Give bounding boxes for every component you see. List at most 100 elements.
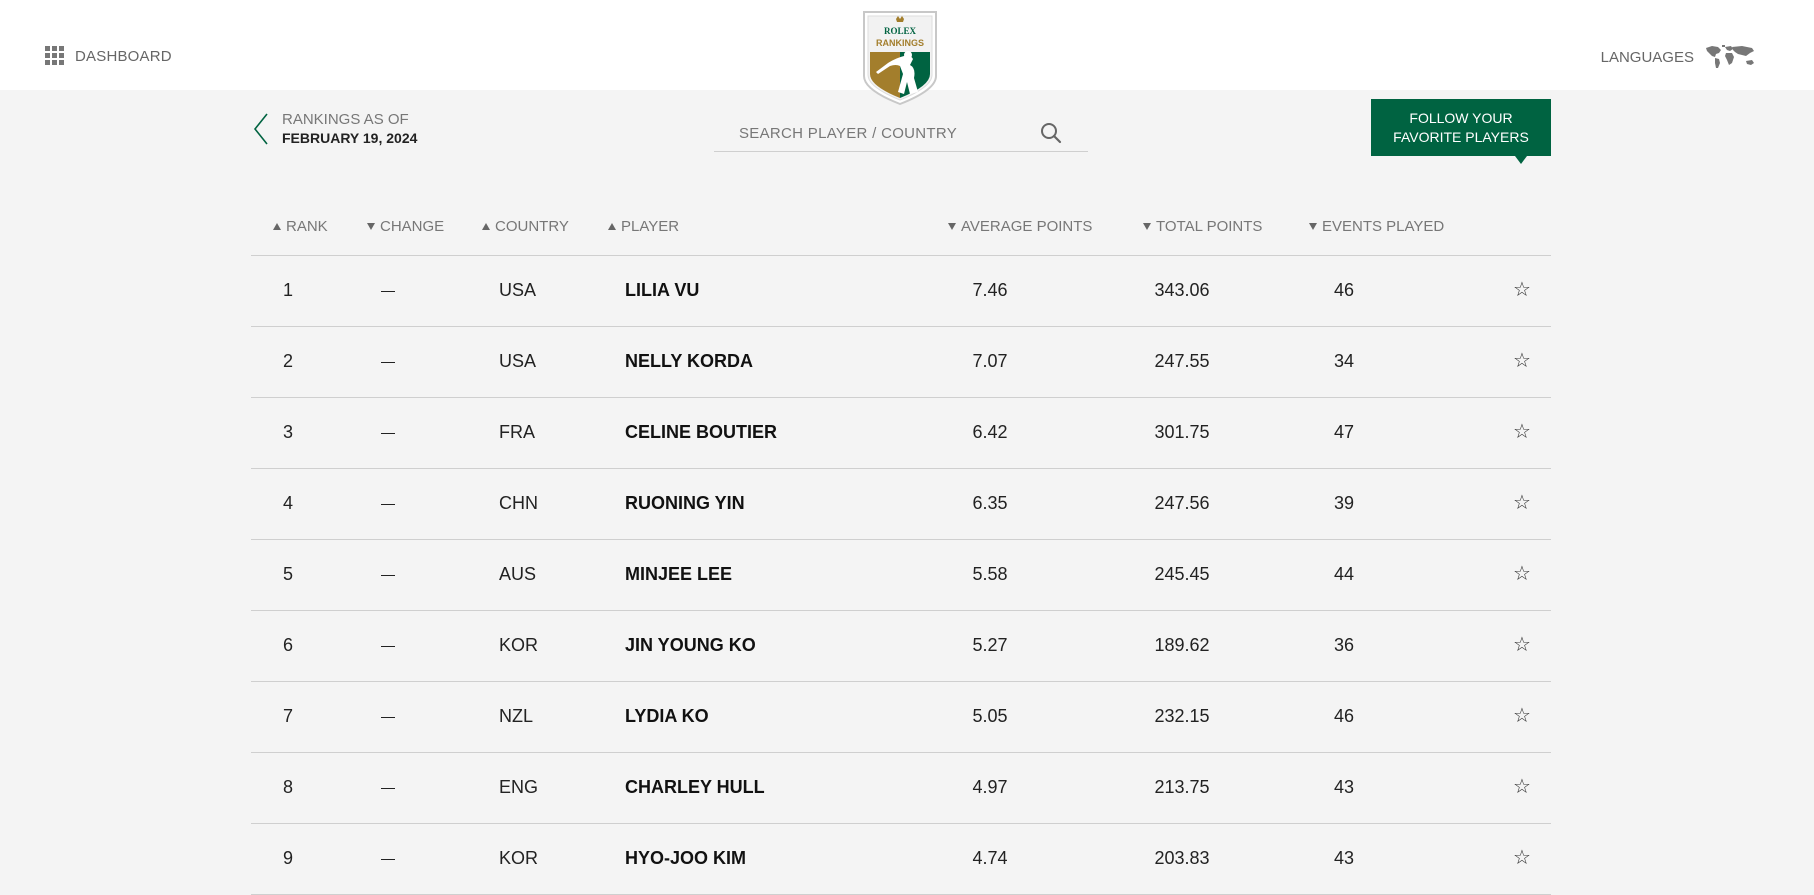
follow-button-pointer: [1515, 156, 1527, 164]
rankings-date: FEBRUARY 19, 2024: [282, 130, 418, 146]
total-points-cell: 247.55: [1154, 351, 1210, 371]
rank-cell: 3: [282, 422, 293, 442]
table-row[interactable]: 1 USA LILIA VU 7.46 343.06 46 ☆: [251, 256, 1551, 327]
change-cell: [381, 717, 395, 718]
total-points-cell: 245.45: [1154, 564, 1210, 584]
search-icon[interactable]: [1040, 122, 1062, 144]
column-header-rank[interactable]: RANK: [273, 218, 328, 235]
change-cell: [381, 362, 395, 363]
events-played-cell: 43: [1333, 777, 1355, 797]
table-row[interactable]: 4 CHN RUONING YIN 6.35 247.56 39 ☆: [251, 469, 1551, 540]
country-cell: ENG: [499, 777, 539, 797]
player-name[interactable]: RUONING YIN: [625, 493, 745, 513]
change-cell: [381, 788, 395, 789]
average-points-cell: 4.74: [972, 848, 1008, 868]
sort-descending-icon: [1143, 223, 1151, 230]
follow-button-line1: FOLLOW YOUR: [1409, 109, 1513, 126]
average-points-cell: 4.97: [972, 777, 1008, 797]
table-row[interactable]: 8 ENG CHARLEY HULL 4.97 213.75 43 ☆: [251, 753, 1551, 824]
table-header: RANK CHANGE COUNTRY PLAYER AVERAGE POINT…: [251, 200, 1551, 256]
column-header-total-points[interactable]: TOTAL POINTS: [1143, 218, 1262, 235]
player-name[interactable]: JIN YOUNG KO: [625, 635, 756, 655]
table-row[interactable]: 7 NZL LYDIA KO 5.05 232.15 46 ☆: [251, 682, 1551, 753]
column-header-average-points[interactable]: AVERAGE POINTS: [948, 218, 1092, 235]
player-name[interactable]: CELINE BOUTIER: [625, 422, 778, 442]
country-cell: KOR: [499, 635, 539, 655]
change-cell: [381, 433, 395, 434]
table-row[interactable]: 9 KOR HYO-JOO KIM 4.74 203.83 43 ☆: [251, 824, 1551, 895]
country-cell: AUS: [499, 564, 537, 584]
total-points-cell: 247.56: [1154, 493, 1210, 513]
table-row[interactable]: 5 AUS MINJEE LEE 5.58 245.45 44 ☆: [251, 540, 1551, 611]
column-label: CHANGE: [380, 218, 445, 235]
total-points-cell: 232.15: [1154, 706, 1210, 726]
rank-cell: 7: [282, 706, 293, 726]
rolex-rankings-logo[interactable]: ROLEX RANKINGS: [860, 8, 940, 106]
total-points-cell: 189.62: [1154, 635, 1210, 655]
total-points-cell: 301.75: [1154, 422, 1210, 442]
rankings-as-of-label: RANKINGS AS OF: [282, 111, 409, 128]
player-name[interactable]: LILIA VU: [625, 280, 700, 300]
column-label: PLAYER: [621, 218, 680, 235]
player-name[interactable]: CHARLEY HULL: [625, 777, 765, 797]
table-row[interactable]: 3 FRA CELINE BOUTIER 6.42 301.75 47 ☆: [251, 398, 1551, 469]
favorite-star-icon[interactable]: ☆: [1513, 847, 1531, 869]
average-points-cell: 6.35: [972, 493, 1008, 513]
rankings-date-block: RANKINGS AS OF FEBRUARY 19, 2024: [252, 111, 417, 147]
follow-button-line2: FAVORITE PLAYERS: [1393, 128, 1529, 145]
player-name[interactable]: HYO-JOO KIM: [625, 848, 747, 868]
column-header-country[interactable]: COUNTRY: [482, 218, 569, 235]
player-name[interactable]: LYDIA KO: [625, 706, 709, 726]
favorite-star-icon[interactable]: ☆: [1513, 421, 1531, 443]
favorite-star-icon[interactable]: ☆: [1513, 350, 1531, 372]
country-cell: USA: [499, 280, 537, 300]
total-points-cell: 343.06: [1154, 280, 1210, 300]
total-points-cell: 203.83: [1154, 848, 1210, 868]
column-header-player[interactable]: PLAYER: [608, 218, 679, 235]
events-played-cell: 39: [1333, 493, 1355, 513]
apps-grid-icon: [45, 46, 65, 66]
column-label: TOTAL POINTS: [1156, 218, 1263, 235]
languages-selector[interactable]: LANGUAGES: [1601, 44, 1756, 70]
favorite-star-icon[interactable]: ☆: [1513, 492, 1531, 514]
average-points-cell: 7.46: [972, 280, 1008, 300]
rank-cell: 5: [282, 564, 293, 584]
svg-text:ROLEX: ROLEX: [884, 26, 917, 36]
events-played-cell: 46: [1333, 706, 1355, 726]
favorite-star-icon[interactable]: ☆: [1513, 634, 1531, 656]
follow-favorite-players-button[interactable]: FOLLOW YOUR FAVORITE PLAYERS: [1371, 99, 1551, 156]
rankings-as-of: RANKINGS AS OF FEBRUARY 19, 2024: [282, 111, 417, 147]
country-cell: NZL: [499, 706, 534, 726]
favorite-star-icon[interactable]: ☆: [1513, 563, 1531, 585]
player-name[interactable]: NELLY KORDA: [625, 351, 754, 371]
dashboard-link[interactable]: DASHBOARD: [45, 46, 172, 66]
rank-cell: 8: [282, 777, 293, 797]
column-label: EVENTS PLAYED: [1322, 218, 1445, 235]
change-cell: [381, 291, 395, 292]
average-points-cell: 5.58: [972, 564, 1008, 584]
player-name[interactable]: MINJEE LEE: [625, 564, 733, 584]
favorite-star-icon[interactable]: ☆: [1513, 776, 1531, 798]
column-label: COUNTRY: [495, 218, 569, 235]
favorite-star-icon[interactable]: ☆: [1513, 705, 1531, 727]
sort-descending-icon: [948, 223, 956, 230]
chevron-left-icon[interactable]: [252, 112, 270, 146]
change-cell: [381, 646, 395, 647]
table-row[interactable]: 6 KOR JIN YOUNG KO 5.27 189.62 36 ☆: [251, 611, 1551, 682]
change-cell: [381, 859, 395, 860]
table-row[interactable]: 2 USA NELLY KORDA 7.07 247.55 34 ☆: [251, 327, 1551, 398]
search-box: [714, 115, 1088, 152]
country-cell: USA: [499, 351, 537, 371]
column-header-events-played[interactable]: EVENTS PLAYED: [1309, 218, 1444, 235]
column-label: RANK: [286, 218, 328, 235]
rankings-table: RANK CHANGE COUNTRY PLAYER AVERAGE POINT…: [251, 200, 1551, 895]
average-points-cell: 5.05: [972, 706, 1008, 726]
svg-text:RANKINGS: RANKINGS: [876, 38, 924, 48]
rank-cell: 1: [282, 280, 293, 300]
world-map-icon: [1706, 45, 1754, 68]
sort-ascending-icon: [608, 223, 616, 230]
search-input[interactable]: [714, 123, 1041, 143]
column-header-change[interactable]: CHANGE: [367, 218, 444, 235]
rank-cell: 4: [282, 493, 293, 513]
favorite-star-icon[interactable]: ☆: [1513, 279, 1531, 301]
